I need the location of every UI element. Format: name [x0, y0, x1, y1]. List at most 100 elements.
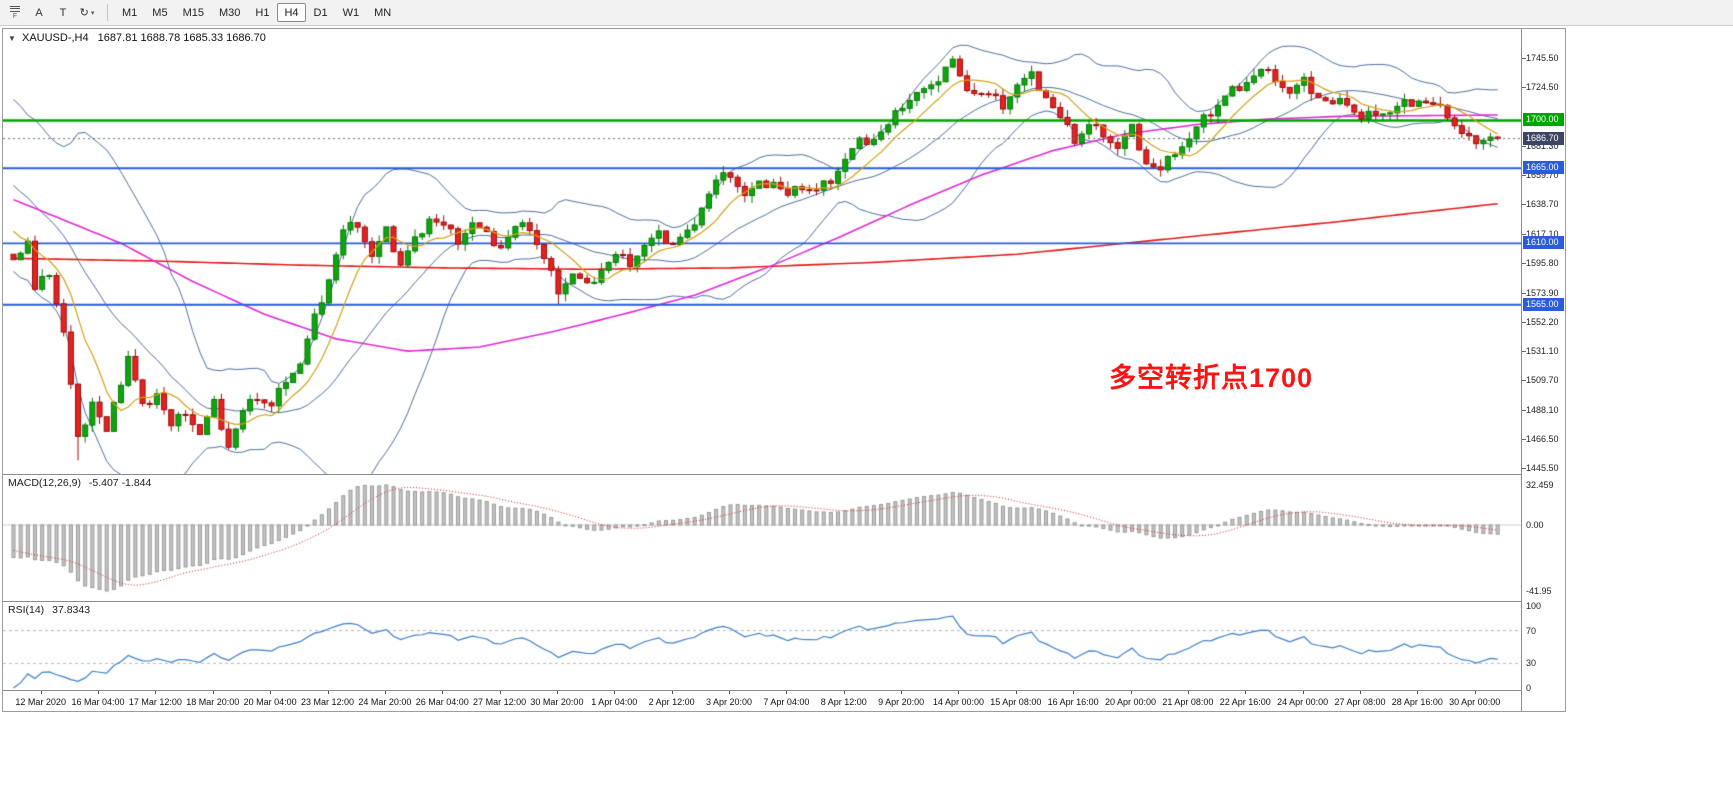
timeframe-buttons-group: M1 M5 M15 M30 H1 H4 D1 W1 MN — [115, 0, 399, 25]
price-tick-label: 1745.50 — [1526, 53, 1559, 64]
time-tick-mark — [384, 691, 386, 694]
time-tick-mark — [901, 691, 903, 694]
time-tick-mark — [556, 691, 558, 694]
time-axis-label: 23 Mar 12:00 — [300, 697, 355, 707]
timeframe-m5-button[interactable]: M5 — [152, 6, 168, 19]
macd-values: -5.407 -1.844 — [88, 477, 152, 489]
time-tick-mark — [843, 691, 845, 694]
chart-list-sublabel: F — [12, 13, 18, 20]
current-price-badge: 1686.70 — [1523, 131, 1564, 145]
axis-tick-mark — [1522, 351, 1526, 352]
price-line-badge: 1565.00 — [1523, 297, 1564, 311]
time-tick-mark — [1187, 691, 1189, 694]
chart-window: ▼ XAUUSD-,H4 1687.81 1688.78 1685.33 168… — [2, 28, 1566, 712]
time-axis-label: 17 Mar 12:00 — [128, 697, 182, 707]
axis-tick-mark — [1522, 233, 1526, 235]
timeframe-m15-button[interactable]: M15 — [182, 6, 204, 19]
time-tick-mark — [98, 691, 100, 694]
timeframe-d1-button[interactable]: D1 — [313, 6, 328, 19]
templates-tool-icon: ↻ — [79, 7, 89, 19]
chevron-down-icon: ▾ — [90, 9, 95, 17]
time-tick-mark — [270, 691, 272, 694]
price-tick-label: 1488.10 — [1526, 404, 1559, 415]
text-tool-button[interactable]: T — [52, 2, 74, 24]
time-axis-label: 30 Mar 20:00 — [530, 697, 584, 707]
time-tick-mark — [729, 691, 731, 694]
rsi-axis-label: 70 — [1526, 625, 1537, 636]
axis-tick-mark — [1522, 58, 1526, 60]
time-axis-label: 22 Apr 16:00 — [1219, 697, 1271, 707]
price-axis[interactable]: 1745.50 1724.50 1681.30 1659.70 1638.70 1617.… — [1521, 29, 1565, 711]
price-chart-canvas[interactable] — [3, 29, 1521, 474]
time-axis-label: 18 Mar 20:00 — [186, 697, 240, 707]
time-axis-label: 2 Apr 12:00 — [648, 697, 695, 707]
symbol-dropdown-icon[interactable]: ▼ — [8, 34, 16, 43]
time-tick-mark — [40, 691, 42, 694]
time-axis-label: 24 Mar 20:00 — [358, 697, 412, 707]
timeframe-m30-button[interactable]: M30 — [218, 6, 241, 19]
timeframe-mn-button[interactable]: MN — [374, 6, 392, 19]
time-tick-mark — [1130, 691, 1132, 694]
rsi-indicator-canvas[interactable] — [3, 602, 1521, 690]
time-tick-mark — [1302, 691, 1304, 694]
time-axis-label: 26 Mar 04:00 — [415, 697, 469, 707]
price-tick-label: 1617.10 — [1526, 228, 1559, 239]
cursor-tool-label: A — [35, 6, 43, 19]
price-tick-label: 1552.20 — [1526, 317, 1559, 328]
axis-tick-mark — [1522, 467, 1526, 469]
price-tick-label: 1445.50 — [1526, 462, 1559, 473]
panel-separator[interactable] — [3, 690, 1565, 691]
axis-tick-mark — [1522, 380, 1526, 382]
price-tick-label: 1681.30 — [1526, 140, 1559, 151]
rsi-value: 37.8343 — [52, 604, 91, 616]
price-line-badge: 1665.00 — [1523, 161, 1564, 175]
macd-axis-max-label: 32.459 — [1526, 480, 1554, 490]
price-line-badge: 1610.00 — [1523, 236, 1564, 250]
price-tick-label: 1595.80 — [1526, 257, 1559, 268]
time-tick-mark — [1417, 691, 1419, 694]
chart-list-button[interactable]: F — [4, 2, 26, 24]
timeframe-h4-button[interactable]: H4 — [277, 3, 306, 22]
macd-indicator-canvas[interactable] — [3, 475, 1521, 601]
time-axis-label: 7 Apr 04:00 — [763, 697, 810, 707]
macd-axis-min-label: -41.95 — [1526, 586, 1552, 596]
price-tick-label: 1531.10 — [1526, 346, 1559, 356]
templates-tool-button[interactable]: ↻ ▾ — [76, 2, 98, 24]
time-axis-label: 12 Mar 2020 — [15, 697, 66, 707]
timeframe-w1-button[interactable]: W1 — [342, 6, 360, 19]
time-tick-mark — [1245, 691, 1247, 694]
panel-separator[interactable] — [3, 474, 1565, 475]
axis-tick-mark — [1522, 175, 1526, 177]
time-axis-label: 16 Apr 16:00 — [1047, 697, 1099, 707]
chart-legend: ▼ XAUUSD-,H4 1687.81 1688.78 1685.33 168… — [8, 32, 266, 44]
time-tick-mark — [1474, 691, 1476, 694]
time-axis-label: 27 Apr 08:00 — [1334, 697, 1386, 707]
time-axis-label: 28 Apr 16:00 — [1391, 697, 1443, 707]
time-axis-label: 16 Mar 04:00 — [71, 697, 125, 707]
time-tick-mark — [671, 691, 673, 694]
rsi-name: RSI(14) — [8, 604, 45, 616]
rsi-axis-label: 30 — [1526, 658, 1537, 669]
toolbar: F A T ↻ ▾ M1 M5 M15 M30 H1 H4 D1 W1 MN — [0, 0, 1733, 26]
time-axis-label: 1 Apr 04:00 — [591, 697, 638, 707]
rsi-label: RSI(14) 37.8343 — [8, 604, 90, 616]
time-tick-mark — [327, 691, 329, 694]
macd-axis-zero-label: 0.00 — [1526, 520, 1544, 530]
axis-tick-mark — [1522, 322, 1526, 324]
timeframe-h1-button[interactable]: H1 — [255, 6, 270, 19]
time-tick-mark — [155, 691, 157, 694]
time-axis[interactable]: 12 Mar 2020 16 Mar 04:00 17 Mar 12:00 18 Ma… — [3, 691, 1521, 711]
price-tick-label: 1466.50 — [1526, 434, 1559, 445]
time-tick-mark — [1359, 691, 1361, 694]
axis-tick-mark — [1522, 262, 1526, 264]
timeframe-m1-button[interactable]: M1 — [122, 6, 138, 19]
time-axis-label: 30 Apr 00:00 — [1449, 697, 1501, 707]
panel-separator[interactable] — [3, 601, 1565, 602]
rsi-axis-label: 100 — [1526, 601, 1542, 611]
cursor-tool-button[interactable]: A — [28, 2, 50, 24]
ohlc-values: 1687.81 1688.78 1685.33 1686.70 — [97, 32, 266, 44]
time-axis-label: 14 Apr 00:00 — [932, 697, 984, 707]
toolbar-separator — [107, 4, 108, 21]
axis-tick-mark — [1522, 409, 1526, 411]
